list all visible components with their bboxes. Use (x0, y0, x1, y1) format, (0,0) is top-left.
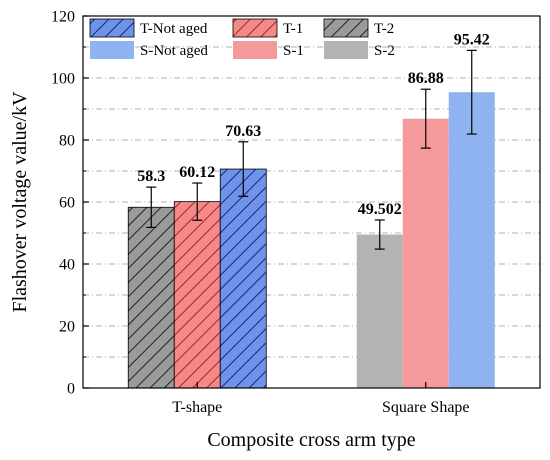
legend-label: S-2 (374, 43, 395, 59)
legend-label: T-1 (283, 21, 303, 37)
legend-swatch-s-2 (324, 41, 368, 59)
value-labels: 58.3 60.12 70.63 49.502 86.88 95.42 (137, 31, 490, 218)
data-label: 60.12 (179, 164, 215, 181)
bar-s-2 (356, 234, 403, 388)
bar-s-1 (402, 118, 449, 388)
y-axis-ticks: 0 20 40 60 80 100 120 (51, 9, 89, 398)
x-axis-ticks: T-shape Square Shape (172, 382, 470, 416)
bar-s-not-aged (448, 92, 495, 388)
legend-label: S-Not aged (140, 43, 208, 59)
bar-t-not-aged (219, 168, 267, 389)
y-tick-label: 60 (59, 195, 75, 212)
y-tick-label: 100 (51, 71, 75, 88)
y-tick-label: 20 (59, 319, 75, 336)
data-label: 86.88 (408, 70, 444, 87)
legend-swatch-t-2 (323, 18, 369, 38)
legend-swatch-s-1 (233, 41, 277, 59)
data-label: 95.42 (454, 31, 490, 48)
y-axis-title: Flashover voltage value/kV (9, 91, 31, 313)
bar-t-1 (173, 201, 221, 389)
y-tick-label: 120 (51, 9, 75, 26)
data-label: 70.63 (225, 123, 261, 140)
x-tick-label: T-shape (172, 399, 222, 416)
data-label: 58.3 (137, 168, 165, 185)
legend-swatch-s-not-aged (90, 41, 134, 59)
error-bars (146, 49, 477, 250)
x-axis-title: Composite cross arm type (207, 429, 415, 451)
legend-swatch-t-not-aged (89, 18, 135, 38)
bars (127, 92, 495, 389)
bar-t-2 (127, 206, 175, 389)
y-tick-label: 80 (59, 133, 75, 150)
y-tick-label: 40 (59, 257, 75, 274)
x-tick-label: Square Shape (382, 399, 470, 416)
legend-swatch-t-1 (232, 18, 278, 38)
legend-label: T-2 (374, 21, 394, 37)
data-label: 49.502 (358, 201, 402, 218)
legend-label: T-Not aged (140, 21, 208, 37)
legend: T-Not aged T-1 T-2 S-Not aged S-1 S-2 (89, 18, 395, 59)
y-tick-label: 0 (67, 381, 75, 398)
legend-label: S-1 (283, 43, 304, 59)
